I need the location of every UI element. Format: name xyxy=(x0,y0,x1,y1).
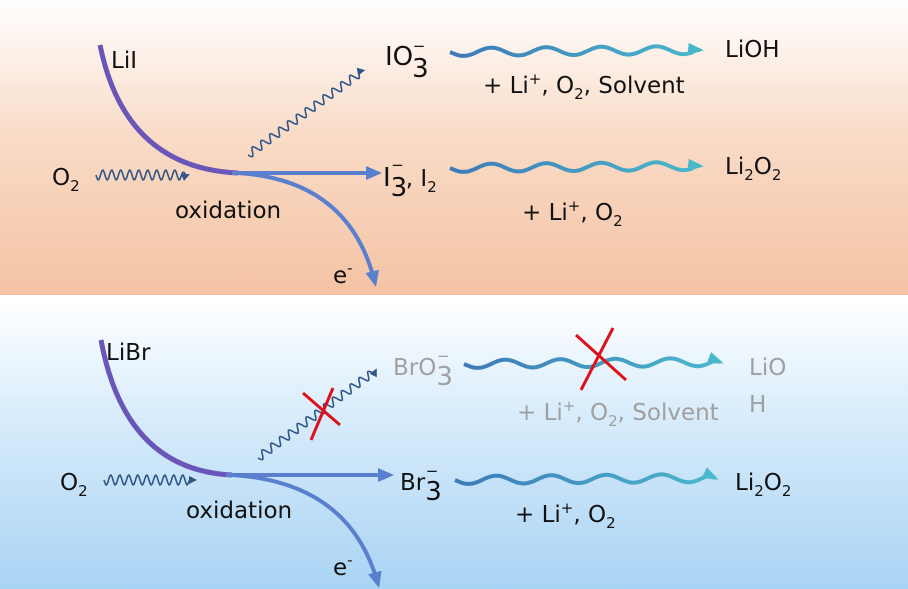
oxygen-label: O2 xyxy=(52,165,80,195)
main-condition-label: + Li+, O2 xyxy=(522,197,623,230)
main-final-label: Li2O2 xyxy=(725,154,781,184)
blocked-cross-icon xyxy=(302,387,341,441)
reactant-label: LiI xyxy=(111,48,137,74)
side-product-wavy-arrow xyxy=(247,67,366,158)
top-panel: LiI O2 oxidation e- IO3− I3−, I2 + Li+, … xyxy=(52,37,781,289)
oxygen-wavy-arrow xyxy=(95,168,190,182)
electron-label: e- xyxy=(333,551,353,581)
libr-reactant-curve xyxy=(98,339,233,478)
lii-reactant-curve xyxy=(97,44,239,176)
bottom-panel: LiBr O2 oxidation e- BrO3− Br3− + Li+, O… xyxy=(60,327,791,588)
side-condition-label: + Li+, O2, Solvent xyxy=(483,70,685,103)
side-product-label: IO3− xyxy=(385,37,429,84)
oxygen-wavy-arrow xyxy=(103,473,197,487)
process-label: oxidation xyxy=(175,198,281,224)
blocked-cross-icon xyxy=(574,327,628,391)
electron-arrow xyxy=(237,171,379,287)
main-final-wavy-arrow xyxy=(454,467,719,486)
side-product-wavy-arrow xyxy=(257,368,377,461)
side-condition-label: + Li+, O2, Solvent xyxy=(517,397,719,430)
main-product-label: I3−, I2 xyxy=(383,156,437,203)
oxygen-label: O2 xyxy=(60,470,88,500)
main-condition-label: + Li+, O2 xyxy=(515,499,616,532)
electron-label: e- xyxy=(333,259,353,289)
side-product-label: BrO3− xyxy=(393,347,453,392)
electron-arrow xyxy=(231,473,382,588)
side-final-wavy-arrow xyxy=(449,42,704,58)
reactant-label: LiBr xyxy=(106,340,151,366)
side-final-label-line2: H xyxy=(749,392,766,418)
main-product-label: Br3− xyxy=(400,462,442,507)
side-final-label: LiOH xyxy=(725,37,780,63)
top-panel-background xyxy=(0,0,908,295)
main-final-label: Li2O2 xyxy=(735,470,791,500)
side-final-label-line1: LiO xyxy=(749,355,786,381)
process-label: oxidation xyxy=(186,498,292,524)
main-final-wavy-arrow xyxy=(449,158,704,174)
